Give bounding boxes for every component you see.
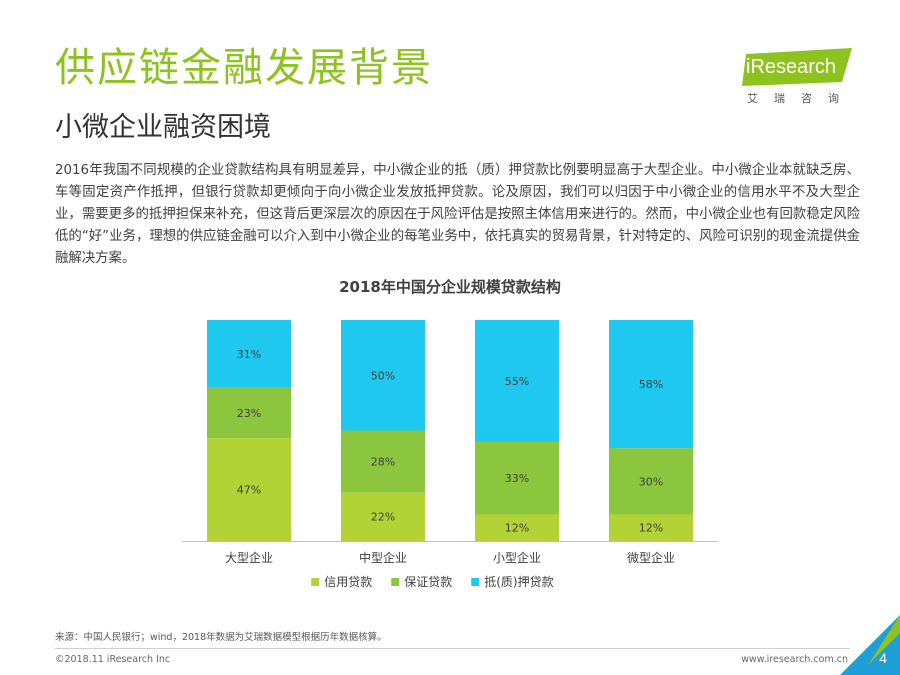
iresearch-logo bbox=[742, 48, 852, 86]
bar-data-label: 47% bbox=[237, 484, 261, 497]
legend-swatch bbox=[471, 578, 480, 586]
logo-cn: 艾瑞咨询 bbox=[747, 92, 855, 105]
chart-title: 2018年中国分企业规模贷款结构 bbox=[339, 278, 561, 296]
footer-divider bbox=[55, 648, 850, 649]
bar-data-label: 23% bbox=[237, 407, 261, 420]
bar-segment bbox=[609, 448, 693, 515]
copyright: ©2018.11 iResearch Inc bbox=[55, 654, 171, 665]
legend-swatch bbox=[391, 578, 400, 586]
x-tick-label: 中型企业 bbox=[359, 550, 407, 565]
bar-segment bbox=[341, 492, 425, 541]
bar-data-label: 28% bbox=[371, 455, 395, 468]
source-note: 来源：中国人民银行；wind，2018年数据为艾瑞数据模型根据历年数据核算。 bbox=[55, 632, 387, 643]
bar-segment bbox=[341, 430, 425, 493]
bar-segment bbox=[207, 320, 291, 388]
bar-segment bbox=[207, 438, 291, 541]
bar-data-label: 22% bbox=[371, 511, 395, 524]
legend-swatch bbox=[311, 578, 320, 586]
bar-data-label: 33% bbox=[505, 472, 529, 485]
page-corner-decoration bbox=[840, 615, 900, 675]
bar-segment bbox=[609, 320, 693, 449]
bar-data-label: 30% bbox=[639, 475, 663, 488]
bar-data-label: 31% bbox=[237, 348, 261, 361]
bar-data-label: 50% bbox=[371, 369, 395, 382]
legend-label: 抵(质)押贷款 bbox=[484, 575, 553, 589]
legend-label: 信用贷款 bbox=[324, 575, 372, 589]
bar-segment bbox=[609, 514, 693, 541]
bar-segment bbox=[475, 441, 559, 515]
page-subtitle: 小微企业融资困境 bbox=[55, 112, 271, 143]
bar-segment bbox=[475, 514, 559, 541]
bar-data-label: 12% bbox=[639, 522, 663, 535]
bar-segment bbox=[341, 320, 425, 431]
intro-paragraph: 2016年我国不同规模的企业贷款结构具有明显差异，中小微企业的抵（质）押贷款比例… bbox=[55, 163, 860, 266]
website-link[interactable]: www.iresearch.com.cn bbox=[741, 654, 848, 665]
bar-data-label: 12% bbox=[505, 522, 529, 535]
x-tick-label: 小型企业 bbox=[493, 550, 541, 565]
page-title: 供应链金融发展背景 bbox=[55, 45, 433, 91]
logo-text: iResearch bbox=[746, 56, 837, 78]
bar-segment bbox=[475, 320, 559, 442]
page-number: 4 bbox=[879, 650, 887, 666]
bar-data-label: 55% bbox=[505, 375, 529, 388]
x-tick-label: 大型企业 bbox=[225, 550, 273, 565]
bar-segment bbox=[207, 387, 291, 439]
x-tick-label: 微型企业 bbox=[627, 550, 675, 565]
legend-label: 保证贷款 bbox=[404, 575, 452, 589]
bar-data-label: 58% bbox=[639, 378, 663, 391]
